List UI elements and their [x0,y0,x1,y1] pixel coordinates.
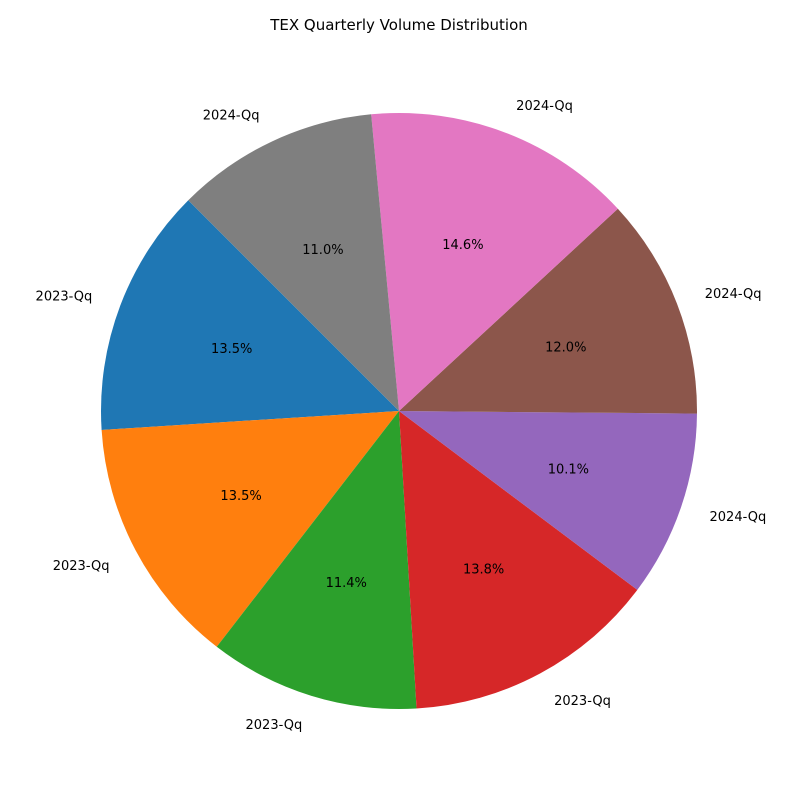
pie-slices [101,113,697,709]
slice-percent-label: 10.1% [548,462,589,477]
pie-slice [399,208,697,414]
slice-category-label: 2024-Qq [710,510,767,525]
pie-labels: 13.5% 2023-Qq 13.5% 2023-Qq 11.4% 2023-Qq 13.8… [36,99,767,733]
slice-percent-label: 13.8% [463,563,504,578]
chart-title: TEX Quarterly Volume Distribution [269,16,528,34]
slice-category-label: 2024-Qq [203,108,260,123]
slice-percent-label: 11.4% [326,576,367,591]
pie-slice [399,411,697,590]
pie-slice [101,411,399,647]
slice-category-label: 2023-Qq [53,559,110,574]
slice-category-label: 2023-Qq [554,694,611,709]
slice-category-label: 2023-Qq [246,718,303,733]
slice-category-label: 2024-Qq [516,99,573,114]
slice-percent-label: 14.6% [442,238,483,253]
slice-category-label: 2023-Qq [36,289,93,304]
slice-percent-label: 13.5% [220,489,261,504]
slice-percent-label: 12.0% [545,341,586,356]
pie-slice [101,200,399,430]
pie-slice [216,411,417,709]
pie-slice [188,114,399,412]
pie-slice [371,113,618,411]
pie-slice [399,411,638,709]
slice-percent-label: 13.5% [211,342,252,357]
slice-category-label: 2024-Qq [705,287,762,302]
slice-percent-label: 11.0% [302,243,343,258]
